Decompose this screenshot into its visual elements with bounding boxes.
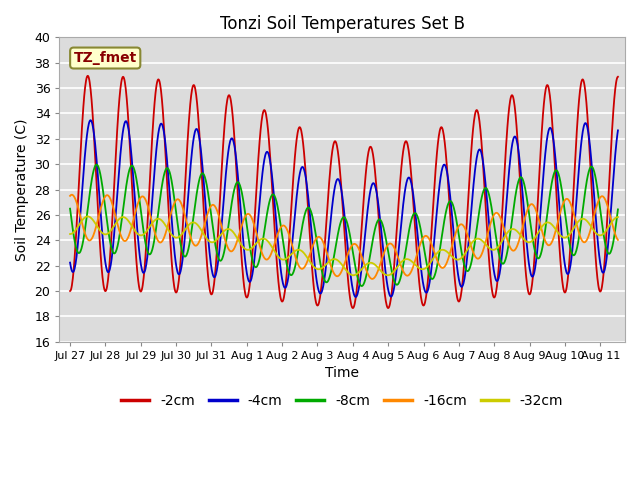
X-axis label: Time: Time (325, 366, 359, 380)
-2cm (66, 288, 74, 294)
-4cm (66, 260, 74, 265)
-16cm (68, 192, 76, 198)
-32cm (304, 256, 312, 262)
-16cm (355, 245, 362, 251)
-8cm (304, 204, 312, 210)
-32cm (252, 242, 259, 248)
-8cm (159, 178, 166, 183)
-8cm (252, 264, 259, 270)
-2cm (84, 73, 92, 79)
-16cm (304, 256, 312, 262)
-2cm (159, 108, 166, 113)
-16cm (252, 226, 259, 231)
-2cm (252, 208, 259, 214)
-4cm (355, 285, 363, 291)
-32cm (367, 260, 374, 265)
-16cm (140, 194, 147, 200)
-16cm (366, 275, 374, 280)
Line: -4cm: -4cm (70, 120, 618, 297)
Line: -16cm: -16cm (70, 195, 618, 279)
-8cm (355, 277, 362, 283)
-2cm (355, 264, 363, 269)
-32cm (84, 214, 92, 219)
Line: -2cm: -2cm (70, 76, 618, 308)
-32cm (355, 269, 363, 275)
-8cm (358, 283, 365, 289)
-16cm (614, 237, 622, 243)
-16cm (66, 193, 74, 199)
-2cm (140, 279, 147, 285)
Title: Tonzi Soil Temperatures Set B: Tonzi Soil Temperatures Set B (220, 15, 465, 33)
-32cm (349, 272, 357, 278)
-4cm (159, 124, 166, 130)
-8cm (614, 206, 622, 212)
Text: TZ_fmet: TZ_fmet (74, 51, 137, 65)
-2cm (349, 305, 356, 311)
-2cm (614, 74, 622, 80)
-8cm (367, 252, 374, 257)
Legend: -2cm, -4cm, -8cm, -16cm, -32cm: -2cm, -4cm, -8cm, -16cm, -32cm (116, 388, 568, 413)
Y-axis label: Soil Temperature (C): Soil Temperature (C) (15, 118, 29, 261)
-8cm (66, 206, 74, 212)
-16cm (159, 238, 166, 243)
-4cm (252, 250, 259, 256)
-8cm (140, 226, 147, 231)
-4cm (367, 189, 374, 194)
-4cm (87, 117, 95, 123)
-32cm (140, 232, 147, 238)
Line: -32cm: -32cm (70, 216, 618, 275)
-4cm (304, 193, 312, 199)
-2cm (367, 144, 374, 150)
-32cm (614, 214, 622, 220)
-4cm (614, 128, 622, 133)
-4cm (140, 270, 147, 276)
-32cm (66, 231, 74, 237)
-16cm (368, 276, 376, 282)
-4cm (352, 294, 360, 300)
-8cm (93, 162, 100, 168)
-2cm (304, 207, 312, 213)
-32cm (159, 219, 166, 225)
Line: -8cm: -8cm (70, 165, 618, 286)
